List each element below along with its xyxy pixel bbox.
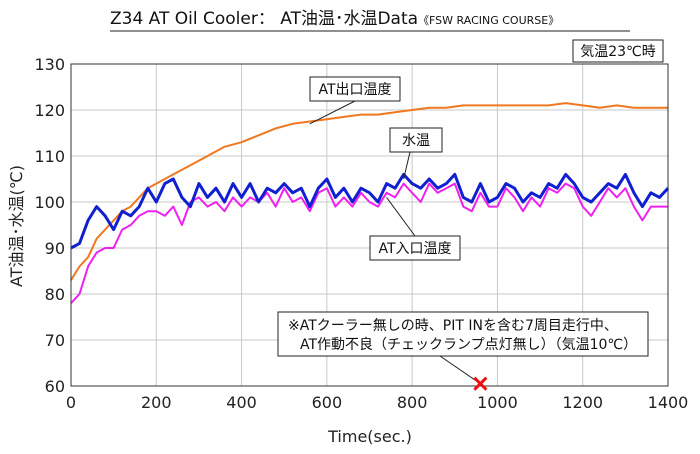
callout-at-inlet-temp: AT入口温度: [369, 197, 461, 261]
x-tick-label: 800: [397, 393, 428, 412]
callout-label-at-inlet: AT入口温度: [378, 241, 451, 257]
failure-marker-group: [473, 376, 488, 391]
condition-label: 気温23℃時: [580, 44, 656, 60]
chart-title-main: Z34 AT Oil Cooler： AT油温･水温Data: [110, 9, 418, 29]
x-tick-label: 0: [66, 393, 76, 412]
y-tick-label: 90: [45, 239, 65, 258]
y-tick-label: 130: [34, 55, 65, 74]
leader-line-at-outlet: [309, 100, 356, 125]
plot-frame: [70, 63, 669, 387]
x-tick-label: 200: [141, 393, 172, 412]
y-tick-label: 80: [45, 285, 65, 304]
failure-marker-x-stroke: [473, 376, 488, 391]
callout-box-at-outlet: [309, 76, 401, 102]
axis-layer: 60 70 80 90 100 110 120 130 0 200 400 600 800 1000 120…: [34, 55, 688, 412]
note-line-1: ※ATクーラー無しの時、PIT INを含む7周目走行中、: [288, 318, 618, 334]
y-tick-label: 110: [34, 147, 65, 166]
note-callout: ※ATクーラー無しの時、PIT INを含む7周目走行中、 AT作動不良（チェック…: [277, 311, 649, 385]
x-tick-label: 1400: [648, 393, 689, 412]
x-tick-label: 400: [226, 393, 257, 412]
x-tick-label: 1200: [562, 393, 603, 412]
callout-label-water: 水温: [402, 133, 430, 149]
x-tick-label: 1000: [477, 393, 518, 412]
callout-at-outlet-temp: AT出口温度: [309, 76, 401, 125]
x-tick-label: 600: [312, 393, 343, 412]
callout-box-at-inlet: [369, 235, 461, 261]
y-tick-label: 60: [45, 377, 65, 396]
callout-label-at-outlet: AT出口温度: [318, 82, 391, 98]
y-tick-label: 70: [45, 331, 65, 350]
series-line-at-inlet: [70, 182, 668, 304]
note-box: [277, 311, 649, 357]
y-tick-label: 100: [34, 193, 65, 212]
leader-line-at-inlet: [386, 197, 416, 237]
condition-box: [572, 39, 664, 63]
note-line-2: AT作動不良（チェックランプ点灯無し）（気温10℃）: [300, 337, 637, 353]
y-tick-label: 120: [34, 101, 65, 120]
series-line-at-outlet: [70, 102, 668, 281]
callout-box-water: [389, 127, 443, 153]
chart-title: Z34 AT Oil Cooler： AT油温･水温Data《FSW RACIN…: [110, 9, 559, 29]
x-axis-label: Time(sec.): [327, 427, 412, 446]
callout-water-temp: 水温: [389, 127, 443, 180]
series-line-water: [70, 172, 670, 250]
y-axis-label: AT油温･水温(℃): [7, 165, 26, 287]
chart-title-suffix: 《FSW RACING COURSE》: [418, 14, 559, 27]
leader-line-water: [403, 151, 411, 180]
series-layer: [70, 102, 670, 304]
